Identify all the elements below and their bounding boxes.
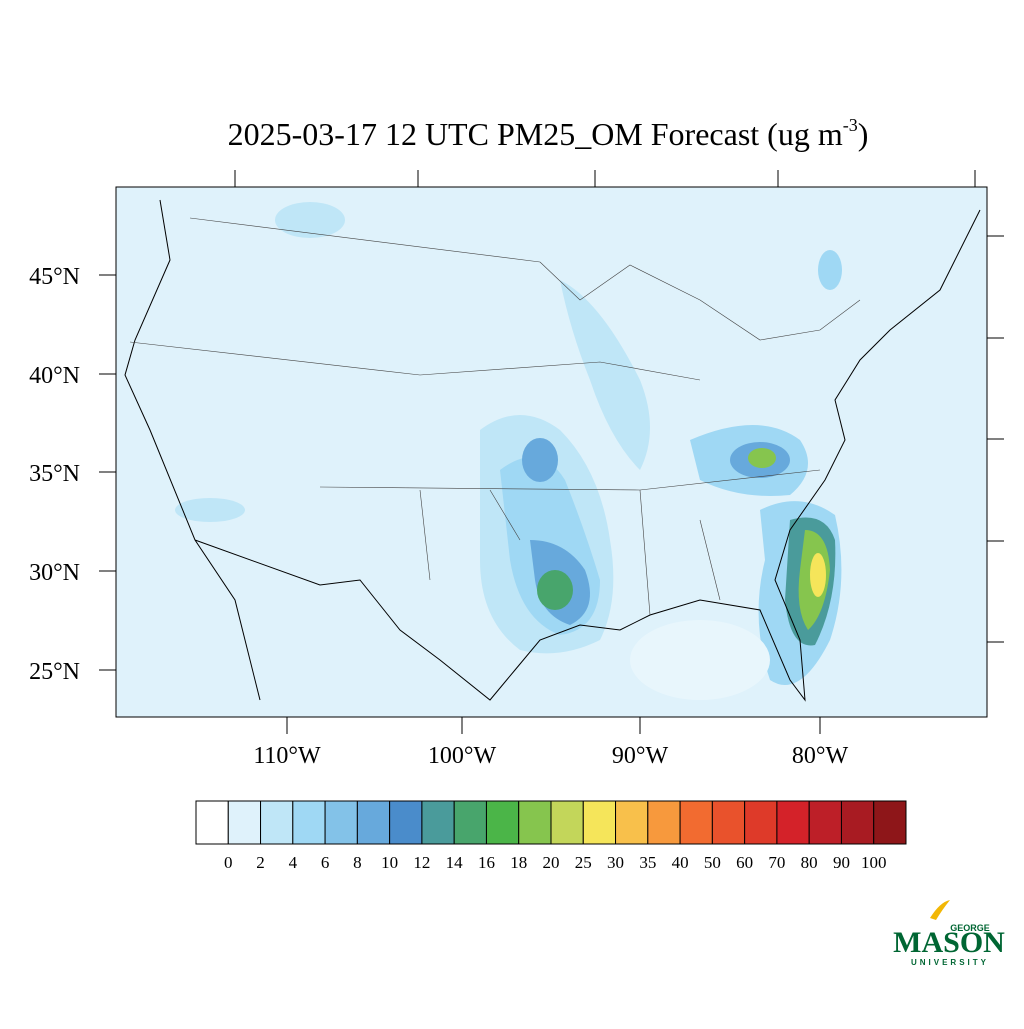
lat-label: 30°N	[29, 560, 80, 586]
plume	[818, 250, 842, 290]
colorbar-box	[679, 800, 713, 845]
colorbar-box	[292, 800, 326, 845]
coastline	[124, 199, 981, 702]
colorbar-label: 80	[801, 853, 818, 872]
colorbar-box	[582, 800, 617, 845]
colorbar-box	[776, 800, 810, 845]
plume	[275, 202, 345, 238]
colorbar-label: 0	[224, 853, 233, 872]
colorbar-label: 18	[510, 853, 527, 872]
map-frame	[115, 186, 988, 718]
colorbar-box	[485, 800, 520, 845]
plume	[560, 280, 650, 470]
colorbar-label: 25	[575, 853, 592, 872]
colorbar-box	[840, 800, 875, 845]
colorbar-label: 70	[768, 853, 785, 872]
colorbar-box	[615, 800, 649, 845]
logo: GEORGE MASON UNIVERSITY	[893, 900, 1005, 967]
title-close: )	[858, 116, 869, 152]
colorbar-label: 12	[413, 853, 430, 872]
frame-ticks	[99, 170, 1004, 734]
lon-label: 90°W	[612, 743, 669, 769]
logo-bottom: UNIVERSITY	[911, 958, 989, 967]
colorbar-label: 90	[833, 853, 850, 872]
colorbar-label: 4	[289, 853, 298, 872]
plume	[748, 448, 776, 468]
lat-label: 35°N	[29, 461, 80, 487]
colorbar-box	[550, 800, 584, 845]
plume	[175, 498, 245, 522]
colorbar-box	[711, 800, 746, 845]
logo-flame	[930, 900, 950, 920]
colorbar-label: 30	[607, 853, 624, 872]
colorbar-box	[356, 800, 391, 845]
colorbar-label: 16	[478, 853, 495, 872]
colorbar-label: 8	[353, 853, 362, 872]
colorbar-box	[647, 800, 681, 845]
colorbar-label: 50	[704, 853, 721, 872]
plume	[630, 620, 770, 700]
colorbar-box	[744, 800, 778, 845]
lon-label: 80°W	[792, 743, 849, 769]
lon-labels: 110°W 100°W 90°W 80°W	[253, 743, 848, 769]
title: 2025-03-17 12 UTC PM25_OM Forecast (ug m…	[228, 115, 869, 152]
colorbar-box	[518, 800, 552, 845]
state-borders	[129, 217, 861, 616]
plume	[537, 570, 573, 610]
title-text: 2025-03-17 12 UTC PM25_OM Forecast (ug m	[228, 116, 843, 152]
colorbar-box	[324, 800, 358, 845]
lat-label: 40°N	[29, 363, 80, 389]
colorbar-box	[227, 800, 262, 845]
lon-label: 110°W	[253, 743, 321, 769]
plume	[522, 438, 558, 482]
colorbar-label: 40	[672, 853, 689, 872]
colorbar-label: 6	[321, 853, 330, 872]
colorbar-box	[453, 800, 487, 845]
colorbar-box	[421, 800, 455, 845]
plume	[810, 553, 826, 597]
title-superscript: -3	[843, 115, 858, 135]
colorbar-box	[873, 800, 907, 845]
colorbar-label: 10	[381, 853, 398, 872]
logo-top: GEORGE	[950, 923, 990, 933]
colorbar-label: 2	[256, 853, 265, 872]
map-area	[115, 186, 988, 718]
lon-label: 100°W	[428, 743, 497, 769]
colorbar: 0 2 4 6 8 10 12 14 16 18 20 25 30 35 40 50 60 70 80 90 100	[195, 800, 907, 872]
lat-label: 25°N	[29, 659, 80, 685]
lat-label: 45°N	[29, 264, 80, 290]
colorbar-label: 100	[861, 853, 887, 872]
colorbar-box	[260, 800, 294, 845]
colorbar-box	[808, 800, 842, 845]
colorbar-label: 35	[639, 853, 656, 872]
logo-main: MASON	[893, 926, 1005, 959]
lat-labels: 45°N 40°N 35°N 30°N 25°N	[29, 264, 80, 685]
colorbar-box	[389, 800, 423, 845]
colorbar-label: 20	[543, 853, 560, 872]
colorbar-label: 60	[736, 853, 753, 872]
colorbar-box	[195, 800, 229, 845]
colorbar-label: 14	[446, 853, 464, 872]
